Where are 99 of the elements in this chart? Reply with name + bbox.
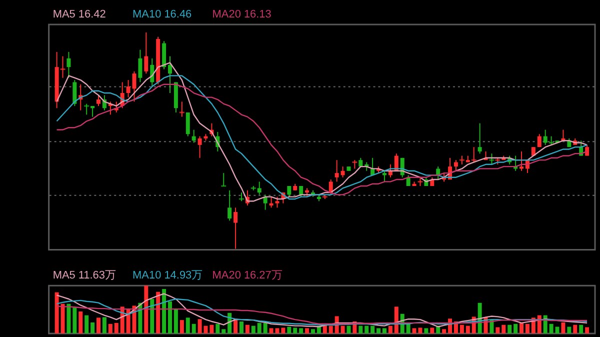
candlestick bbox=[162, 40, 166, 70]
bar bbox=[150, 299, 154, 334]
candlestick bbox=[275, 196, 280, 208]
bar bbox=[245, 324, 250, 334]
bar bbox=[585, 327, 590, 334]
candlestick bbox=[328, 179, 333, 196]
candlestick bbox=[478, 122, 482, 154]
candlestick bbox=[269, 196, 274, 208]
bar bbox=[216, 324, 220, 334]
candlestick bbox=[489, 153, 494, 165]
bar bbox=[537, 315, 542, 334]
bar bbox=[156, 292, 160, 334]
bar bbox=[328, 326, 333, 334]
bar bbox=[186, 318, 190, 334]
bar bbox=[174, 308, 178, 334]
candlestick bbox=[72, 80, 77, 106]
bar bbox=[370, 326, 375, 334]
series-label: MA5 11.63万 bbox=[52, 270, 116, 282]
candlestick bbox=[436, 166, 440, 180]
bar bbox=[168, 301, 172, 334]
bar bbox=[579, 324, 584, 334]
bar bbox=[144, 286, 148, 334]
candlestick bbox=[382, 170, 386, 182]
bar bbox=[358, 326, 363, 334]
bar bbox=[496, 327, 500, 334]
bar bbox=[102, 317, 106, 334]
bar bbox=[525, 324, 530, 334]
bar bbox=[281, 328, 286, 334]
bar bbox=[561, 322, 566, 334]
bar bbox=[114, 322, 118, 334]
candlestick bbox=[144, 32, 148, 74]
bar bbox=[340, 326, 345, 334]
bar bbox=[84, 315, 89, 334]
bar bbox=[257, 322, 262, 334]
candlestick bbox=[168, 56, 172, 94]
bar bbox=[222, 329, 226, 334]
candlestick bbox=[334, 160, 339, 182]
bar bbox=[430, 328, 434, 334]
bar bbox=[406, 324, 410, 334]
candlestick bbox=[234, 207, 238, 250]
bar bbox=[364, 326, 369, 334]
bar bbox=[310, 329, 315, 334]
candlestick bbox=[198, 136, 202, 158]
bar bbox=[520, 322, 524, 334]
bar bbox=[346, 326, 351, 334]
bar bbox=[508, 324, 512, 334]
bar bbox=[240, 321, 244, 334]
bar bbox=[210, 324, 214, 334]
bar bbox=[299, 328, 304, 334]
candlestick bbox=[263, 194, 268, 210]
bar bbox=[90, 322, 95, 334]
bar bbox=[192, 324, 196, 334]
candlestick bbox=[454, 160, 458, 172]
bar bbox=[442, 329, 446, 334]
bar bbox=[72, 308, 77, 334]
text: MA10 16.46 bbox=[132, 8, 192, 21]
bar bbox=[573, 324, 578, 334]
text: MA20 16.13 bbox=[212, 8, 272, 21]
bar bbox=[388, 326, 392, 334]
candlestick bbox=[179, 101, 184, 118]
bar bbox=[198, 319, 202, 334]
bar bbox=[180, 320, 184, 334]
bar bbox=[424, 328, 428, 334]
candlestick bbox=[221, 172, 226, 187]
candlestick bbox=[186, 112, 190, 137]
bar bbox=[460, 324, 464, 334]
bar bbox=[293, 328, 298, 334]
candlestick bbox=[340, 166, 345, 178]
bar bbox=[305, 328, 310, 334]
text: MA5 16.42 bbox=[52, 8, 106, 21]
bar bbox=[78, 311, 83, 334]
bar bbox=[60, 304, 65, 334]
bar bbox=[567, 326, 572, 334]
candlestick bbox=[520, 150, 524, 172]
bar bbox=[555, 326, 560, 334]
candlestick bbox=[126, 80, 130, 98]
text: MA20 16.27万 bbox=[212, 270, 282, 282]
bar bbox=[287, 326, 292, 334]
candlestick bbox=[537, 134, 542, 148]
bar bbox=[251, 326, 256, 334]
candlestick bbox=[287, 186, 292, 198]
candlestick bbox=[228, 190, 232, 222]
bar bbox=[382, 328, 386, 334]
bar bbox=[502, 324, 506, 334]
candlestick bbox=[192, 129, 196, 144]
bar bbox=[54, 292, 59, 334]
bar bbox=[96, 318, 100, 334]
bar bbox=[514, 324, 518, 334]
bar bbox=[376, 328, 381, 334]
bar bbox=[66, 304, 71, 334]
candlestick bbox=[66, 51, 71, 78]
series-label: MA10 14.93万 bbox=[132, 270, 203, 282]
bar bbox=[263, 322, 268, 334]
bar bbox=[549, 324, 554, 334]
bar bbox=[108, 324, 112, 334]
bar bbox=[162, 288, 166, 334]
bar bbox=[466, 326, 470, 334]
candlestick bbox=[138, 49, 142, 83]
candlestick bbox=[96, 94, 100, 106]
